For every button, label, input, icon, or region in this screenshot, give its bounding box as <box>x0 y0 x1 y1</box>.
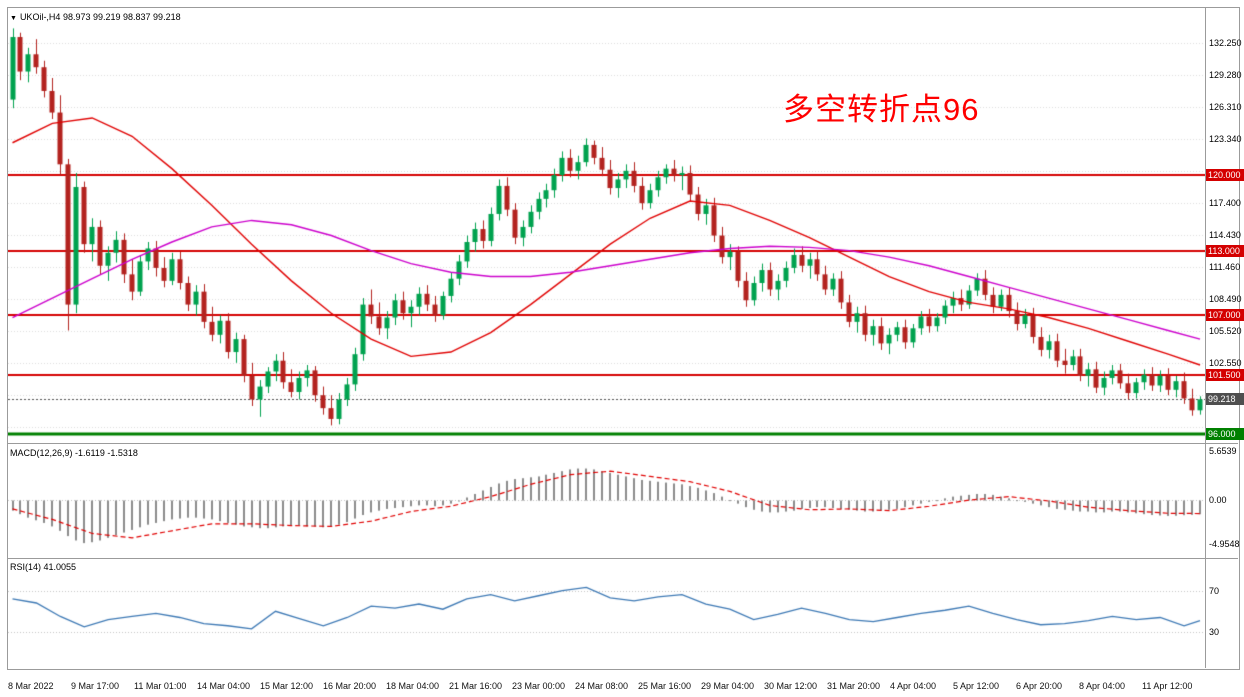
macd-name: MACD(12,26,9) <box>10 448 73 458</box>
time-axis-label: 24 Mar 08:00 <box>575 681 629 691</box>
rsi-level-label: 30 <box>1209 626 1220 637</box>
ohlc-values: 98.973 99.219 98.837 99.218 <box>62 12 181 22</box>
price-line-label: 107.000 <box>1206 309 1244 322</box>
macd-tick-label: -4.9548 <box>1209 538 1240 549</box>
rsi-level-label: 70 <box>1209 585 1220 596</box>
price-tick-label: 102.550 <box>1209 358 1242 369</box>
last-price-label: 99.218 <box>1206 393 1244 406</box>
time-axis-label: 31 Mar 20:00 <box>827 681 881 691</box>
time-axis-label: 5 Apr 12:00 <box>953 681 1000 691</box>
time-axis-label: 11 Mar 01:00 <box>134 681 187 691</box>
pane-divider <box>7 558 1238 559</box>
macd-label: MACD(12,26,9) -1.6119 -1.5318 <box>10 448 138 458</box>
time-axis-label: 14 Mar 04:00 <box>197 681 251 691</box>
time-axis-label: 23 Mar 00:00 <box>512 681 566 691</box>
time-axis-label: 21 Mar 16:00 <box>449 681 503 691</box>
macd-tick-label: 5.6539 <box>1209 445 1237 456</box>
time-axis-label: 18 Mar 04:00 <box>386 681 440 691</box>
price-tick-label: 111.460 <box>1209 262 1241 273</box>
main-price-chart[interactable] <box>8 8 1205 443</box>
price-tick-label: 105.520 <box>1209 326 1242 337</box>
price-tick-label: 108.490 <box>1209 294 1242 305</box>
rsi-value: 41.0055 <box>43 562 77 572</box>
time-axis-label: 4 Apr 04:00 <box>890 681 937 691</box>
price-line-label: 101.500 <box>1206 368 1244 381</box>
rsi-label: RSI(14) 41.0055 <box>10 562 76 572</box>
time-axis-label: 8 Apr 04:00 <box>1079 681 1126 691</box>
price-tick-label: 114.430 <box>1209 230 1241 241</box>
price-line-label: 120.000 <box>1206 169 1244 182</box>
macd-indicator-pane[interactable] <box>8 444 1205 558</box>
pivot-price-label: 96.000 <box>1206 428 1244 441</box>
price-tick-label: 123.340 <box>1209 134 1242 145</box>
price-scale-divider <box>1205 7 1206 668</box>
time-axis-label: 6 Apr 20:00 <box>1016 681 1063 691</box>
price-tick-label: 129.280 <box>1209 69 1242 80</box>
symbol-info: ▼ UKOil-,H4 98.973 99.219 98.837 99.218 <box>10 12 181 22</box>
time-axis-label: 11 Apr 12:00 <box>1142 681 1193 691</box>
rsi-indicator-pane[interactable] <box>8 559 1205 668</box>
pane-divider <box>7 443 1238 444</box>
time-axis-label: 29 Mar 04:00 <box>701 681 755 691</box>
time-axis-label: 25 Mar 16:00 <box>638 681 692 691</box>
macd-values: -1.6119 -1.5318 <box>75 448 138 458</box>
symbol-label: UKOil-,H4 <box>19 12 61 22</box>
rsi-name: RSI(14) <box>10 562 42 572</box>
chart-frame <box>7 7 1240 670</box>
price-line-label: 113.000 <box>1206 244 1244 257</box>
macd-tick-label: 0.00 <box>1209 495 1227 506</box>
price-tick-label: 117.400 <box>1209 198 1241 209</box>
expand-arrow-icon[interactable]: ▼ <box>10 15 17 22</box>
time-axis-label: 8 Mar 2022 <box>8 681 54 691</box>
time-axis-label: 9 Mar 17:00 <box>71 681 120 691</box>
price-tick-label: 132.250 <box>1209 37 1242 48</box>
time-axis-label: 16 Mar 20:00 <box>323 681 377 691</box>
time-axis-label: 15 Mar 12:00 <box>260 681 314 691</box>
price-tick-label: 126.310 <box>1209 102 1242 113</box>
time-axis-label: 30 Mar 12:00 <box>764 681 818 691</box>
chart-annotation: 多空转折点96 <box>783 92 980 127</box>
